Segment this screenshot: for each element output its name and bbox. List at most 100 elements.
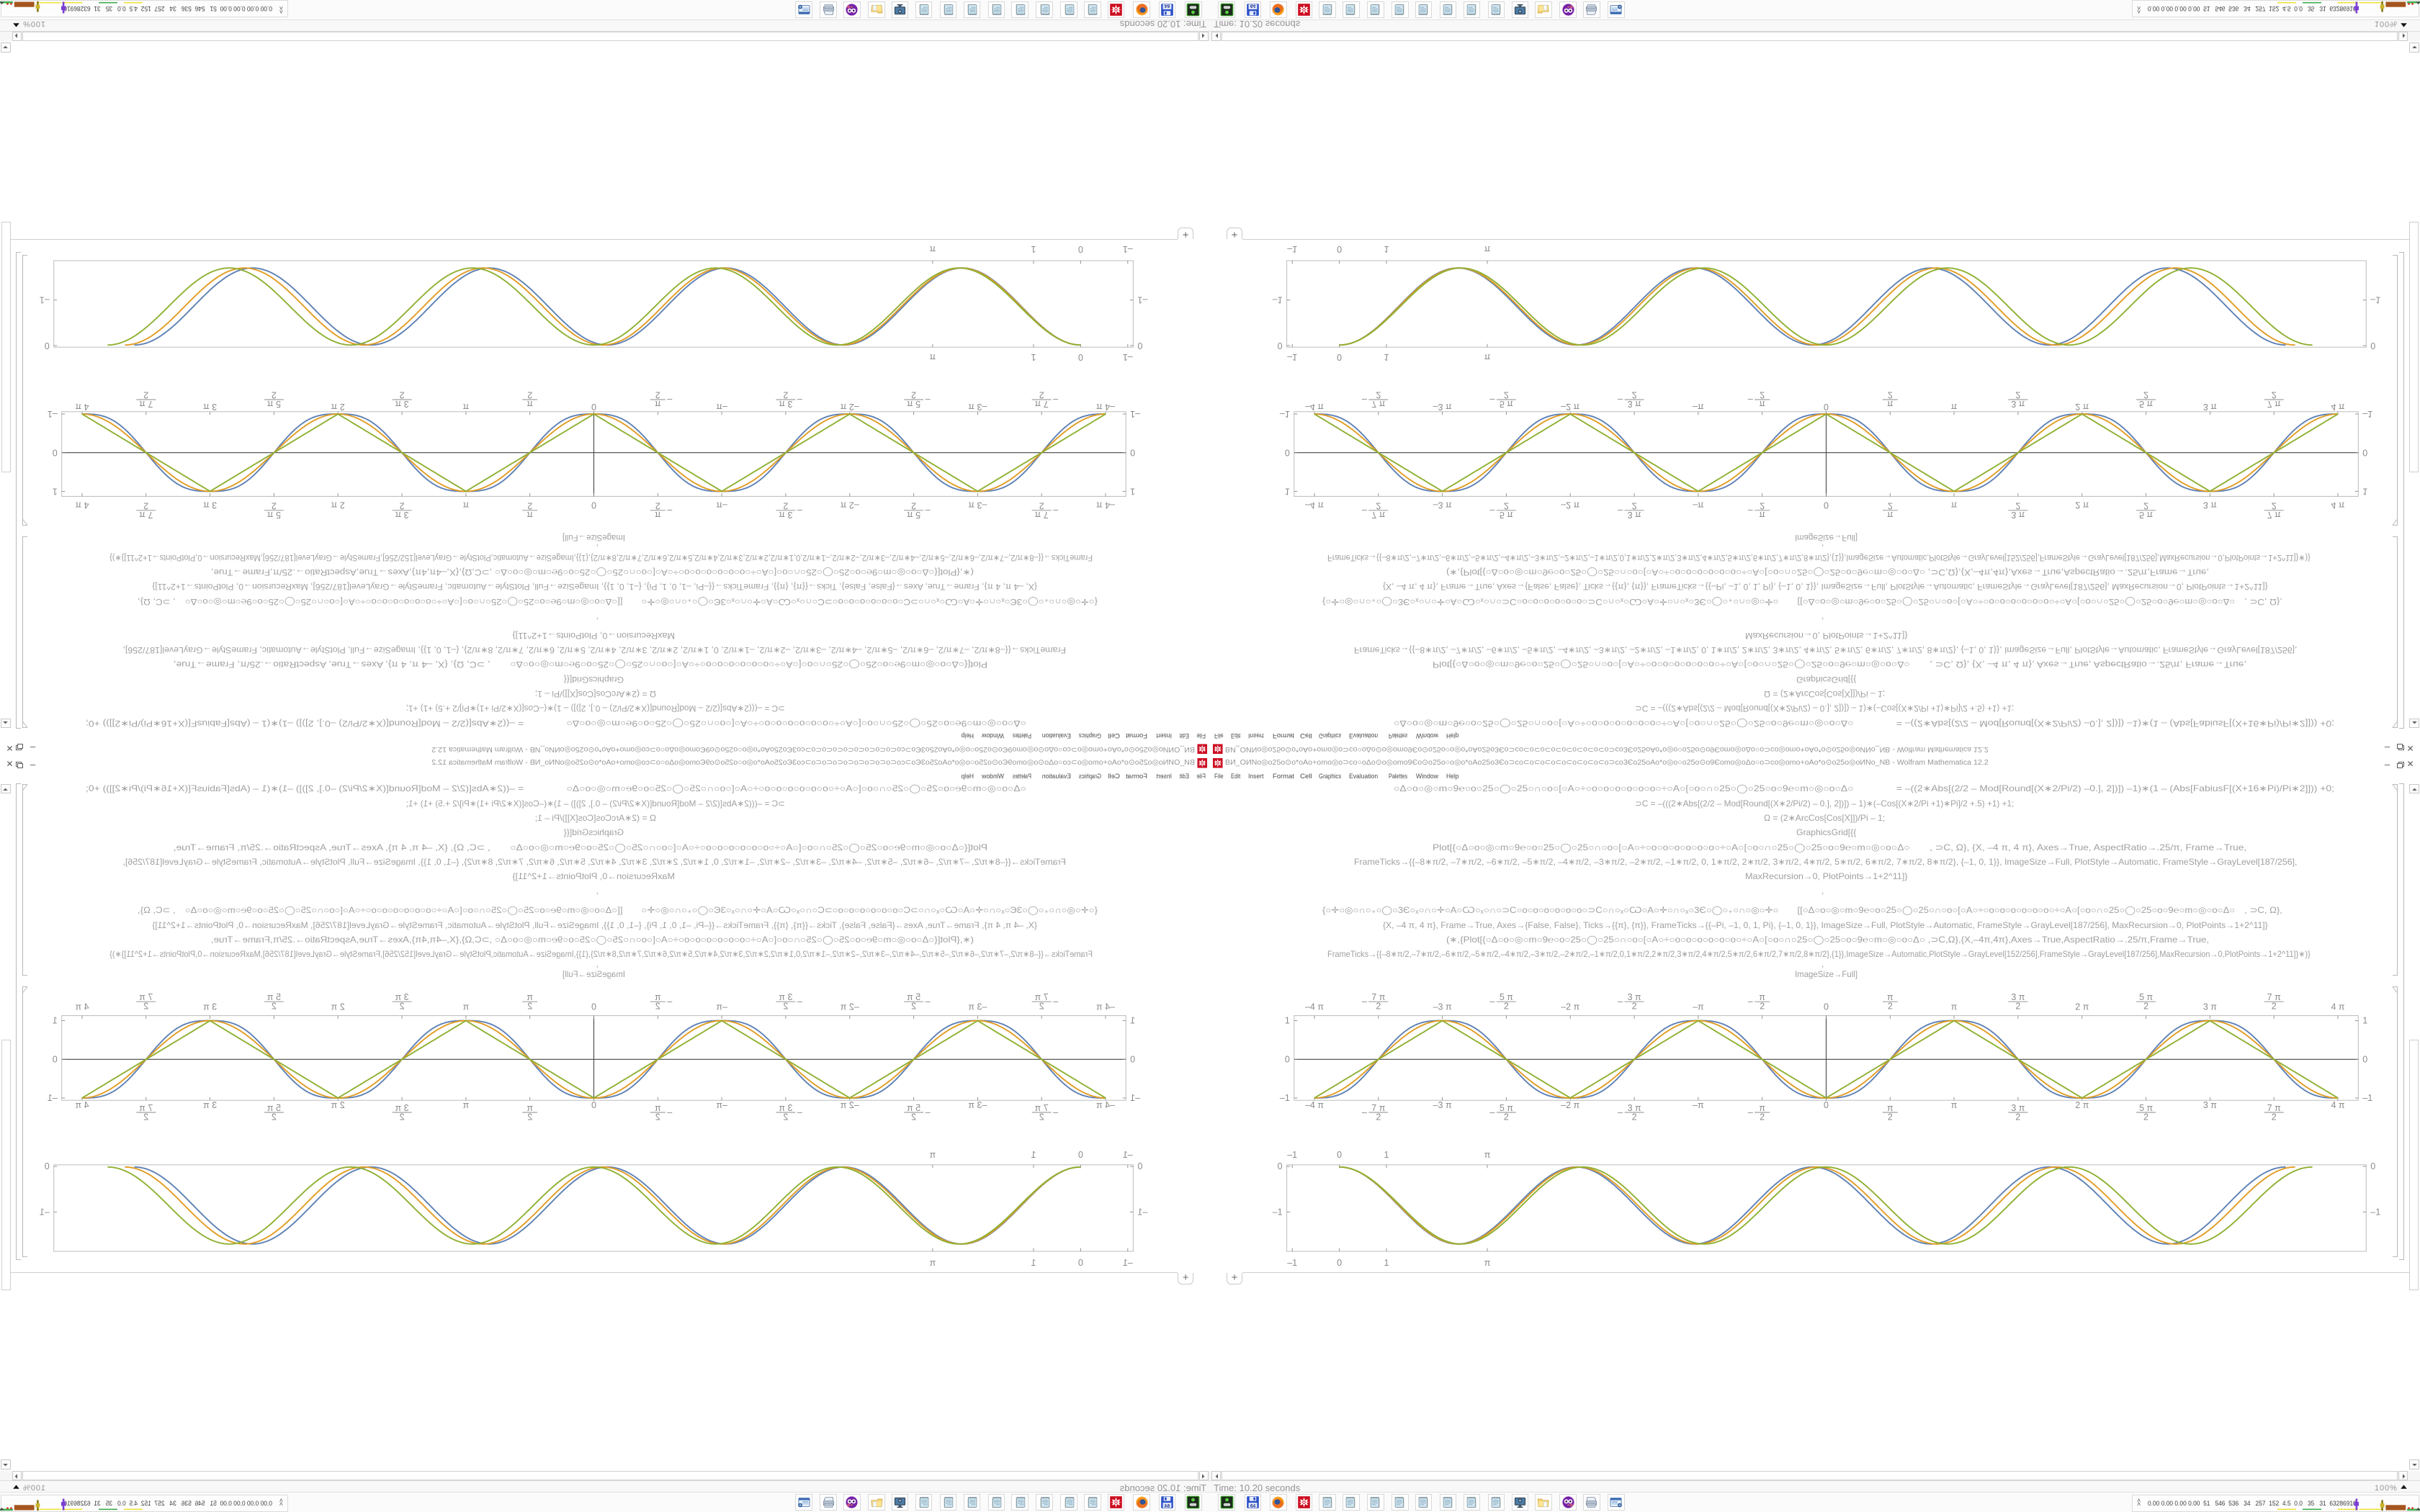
- svg-text:5 π: 5 π: [2139, 992, 2153, 1002]
- svg-text:0: 0: [1278, 1161, 1283, 1171]
- svg-text:–1: –1: [1123, 244, 1133, 254]
- svg-text:3 π: 3 π: [779, 992, 792, 1002]
- svg-text:1: 1: [53, 486, 58, 496]
- svg-text:3 π: 3 π: [1628, 399, 1641, 409]
- svg-text:0: 0: [1130, 1054, 1135, 1064]
- svg-text:5 π: 5 π: [1500, 399, 1513, 409]
- svg-text:–: –: [667, 505, 672, 516]
- svg-text:0: 0: [1337, 1150, 1342, 1160]
- svg-text:π: π: [1887, 510, 1894, 520]
- svg-text:1: 1: [1031, 352, 1036, 362]
- svg-text:64: 64: [1250, 4, 1256, 9]
- svg-text:4 π: 4 π: [75, 402, 89, 412]
- svg-text:3 π: 3 π: [203, 402, 217, 412]
- svg-text:–3 π: –3 π: [1433, 402, 1452, 412]
- svg-text:0: 0: [1078, 244, 1083, 254]
- svg-text:–1: –1: [1280, 409, 1290, 419]
- svg-text:–3 π: –3 π: [968, 500, 987, 510]
- svg-text:–3 π: –3 π: [1433, 500, 1452, 510]
- svg-text:0: 0: [53, 1054, 58, 1064]
- svg-text:3 π: 3 π: [395, 510, 408, 520]
- svg-text:0: 0: [591, 1002, 596, 1012]
- svg-text:π: π: [1484, 1258, 1491, 1268]
- svg-text:–: –: [1362, 505, 1367, 516]
- svg-text:–4 π: –4 π: [1096, 1002, 1115, 1012]
- svg-text:π: π: [655, 399, 661, 409]
- svg-text:1: 1: [1384, 1150, 1389, 1160]
- svg-text:π: π: [526, 510, 533, 520]
- svg-text:–1: –1: [1123, 1150, 1133, 1160]
- svg-text:–: –: [1053, 1107, 1058, 1117]
- svg-text:π: π: [1484, 352, 1491, 362]
- svg-text:π: π: [462, 500, 469, 510]
- svg-text:–1: –1: [1123, 352, 1133, 362]
- svg-text:5 π: 5 π: [267, 1103, 281, 1113]
- svg-text:–: –: [926, 996, 931, 1007]
- svg-text:2: 2: [272, 501, 277, 511]
- svg-text:7 π: 7 π: [2267, 510, 2281, 520]
- svg-text:2: 2: [911, 1112, 916, 1122]
- svg-text:–: –: [1618, 395, 1623, 405]
- svg-text:1: 1: [2362, 486, 2367, 496]
- svg-text:–: –: [1053, 395, 1058, 405]
- svg-text:–3 π: –3 π: [1433, 1002, 1452, 1012]
- svg-text:–1: –1: [1137, 1207, 1147, 1217]
- svg-text:–π: –π: [1693, 1100, 1704, 1110]
- svg-text:0: 0: [1137, 1161, 1142, 1171]
- svg-text:3 π: 3 π: [1628, 992, 1641, 1002]
- svg-text:1: 1: [1384, 244, 1389, 254]
- svg-text:0: 0: [1337, 352, 1342, 362]
- svg-text:2: 2: [783, 390, 788, 400]
- svg-text:–: –: [667, 395, 672, 405]
- svg-text:3 π: 3 π: [203, 1002, 217, 1012]
- svg-text:3 π: 3 π: [779, 399, 792, 409]
- svg-text:4 π: 4 π: [75, 1100, 89, 1110]
- svg-text:7 π: 7 π: [2267, 399, 2281, 409]
- svg-text:2: 2: [1376, 501, 1381, 511]
- svg-text:7 π: 7 π: [1034, 510, 1048, 520]
- svg-text:–2 π: –2 π: [840, 1100, 859, 1110]
- svg-text:π: π: [1759, 992, 1765, 1002]
- svg-text:–: –: [797, 505, 802, 516]
- svg-text:0: 0: [1078, 1258, 1083, 1268]
- svg-text:π: π: [1951, 500, 1958, 510]
- svg-text:2: 2: [2015, 390, 2020, 400]
- svg-text:7 π: 7 π: [139, 399, 153, 409]
- svg-text:π: π: [1887, 992, 1894, 1002]
- svg-text:5 π: 5 π: [1500, 1103, 1513, 1113]
- svg-text:2: 2: [911, 390, 916, 400]
- svg-text:–1: –1: [2370, 295, 2380, 305]
- svg-text:2: 2: [1376, 1112, 1381, 1122]
- svg-text:5 π: 5 π: [1500, 510, 1513, 520]
- svg-text:–2 π: –2 π: [1561, 500, 1579, 510]
- svg-text:2: 2: [1632, 1112, 1637, 1122]
- svg-text:2: 2: [2143, 390, 2148, 400]
- svg-text:0: 0: [1285, 1054, 1290, 1064]
- svg-text:–2 π: –2 π: [1561, 402, 1579, 412]
- svg-text:0: 0: [1078, 352, 1083, 362]
- svg-text:π: π: [462, 1100, 469, 1110]
- svg-text:–: –: [1618, 996, 1623, 1007]
- svg-text:–4 π: –4 π: [1305, 402, 1324, 412]
- svg-text:5 π: 5 π: [907, 399, 920, 409]
- svg-text:–2 π: –2 π: [840, 500, 859, 510]
- svg-text:2: 2: [2272, 1112, 2277, 1122]
- svg-text:3 π: 3 π: [2203, 1100, 2217, 1110]
- svg-text:π: π: [929, 1150, 936, 1160]
- svg-text:–: –: [667, 1107, 672, 1117]
- svg-text:4 π: 4 π: [2331, 402, 2344, 412]
- svg-text:–: –: [797, 996, 802, 1007]
- svg-text:–1: –1: [48, 409, 58, 419]
- svg-text:3 π: 3 π: [2203, 402, 2217, 412]
- svg-text:–1: –1: [1273, 295, 1283, 305]
- svg-text:–: –: [797, 395, 802, 405]
- svg-text:–4 π: –4 π: [1305, 500, 1324, 510]
- svg-text:2: 2: [783, 501, 788, 511]
- svg-text:2: 2: [655, 390, 660, 400]
- svg-text:–: –: [1053, 996, 1058, 1007]
- svg-text:2: 2: [1888, 1112, 1893, 1122]
- svg-text:2: 2: [400, 501, 405, 511]
- svg-text:–: –: [1489, 395, 1494, 405]
- svg-text:–1: –1: [1287, 244, 1297, 254]
- svg-text:0: 0: [2362, 448, 2367, 458]
